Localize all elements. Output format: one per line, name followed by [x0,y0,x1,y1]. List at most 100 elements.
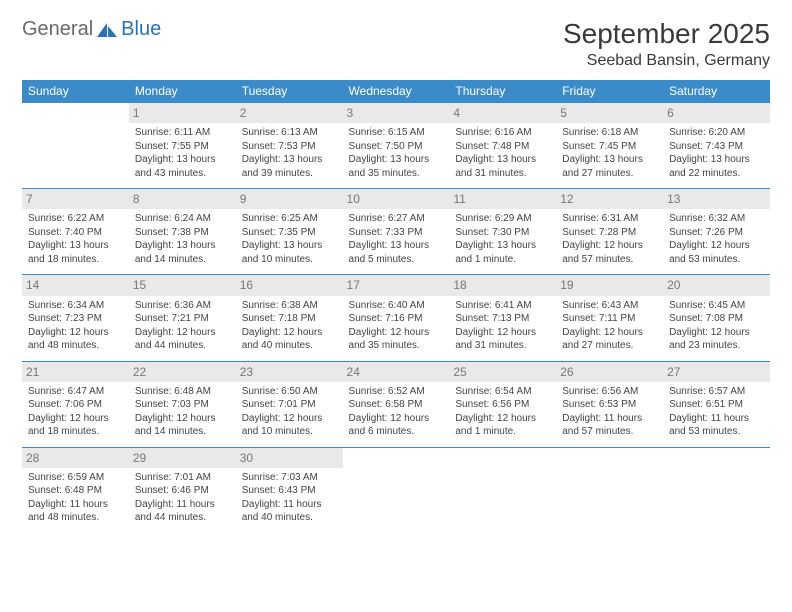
day-number: 19 [556,275,663,295]
calendar-day-cell: 10Sunrise: 6:27 AMSunset: 7:33 PMDayligh… [343,189,450,275]
header: General Blue September 2025 Seebad Bansi… [22,18,770,70]
calendar-week-row: 1Sunrise: 6:11 AMSunset: 7:55 PMDaylight… [22,103,770,189]
calendar-day-cell: 28Sunrise: 6:59 AMSunset: 6:48 PMDayligh… [22,447,129,533]
sunrise-text: Sunrise: 6:31 AM [562,212,657,226]
sunrise-text: Sunrise: 6:59 AM [28,471,123,485]
weekday-header: Friday [556,80,663,103]
sunrise-text: Sunrise: 6:22 AM [28,212,123,226]
daylight-text: Daylight: 12 hours and 44 minutes. [135,326,230,353]
calendar-day-cell: 21Sunrise: 6:47 AMSunset: 7:06 PMDayligh… [22,361,129,447]
calendar-day-cell: 1Sunrise: 6:11 AMSunset: 7:55 PMDaylight… [129,103,236,189]
sunset-text: Sunset: 7:45 PM [562,140,657,154]
calendar-day-cell: 14Sunrise: 6:34 AMSunset: 7:23 PMDayligh… [22,275,129,361]
day-number: 12 [556,189,663,209]
daylight-text: Daylight: 13 hours and 43 minutes. [135,153,230,180]
calendar-day-cell: 15Sunrise: 6:36 AMSunset: 7:21 PMDayligh… [129,275,236,361]
sunset-text: Sunset: 7:11 PM [562,312,657,326]
daylight-text: Daylight: 13 hours and 10 minutes. [242,239,337,266]
sunset-text: Sunset: 6:48 PM [28,484,123,498]
daylight-text: Daylight: 12 hours and 31 minutes. [455,326,550,353]
day-number: 15 [129,275,236,295]
sunrise-text: Sunrise: 6:47 AM [28,385,123,399]
calendar-week-row: 7Sunrise: 6:22 AMSunset: 7:40 PMDaylight… [22,189,770,275]
logo-sail-icon [95,21,119,39]
sunrise-text: Sunrise: 6:57 AM [669,385,764,399]
daylight-text: Daylight: 12 hours and 10 minutes. [242,412,337,439]
sunset-text: Sunset: 7:23 PM [28,312,123,326]
weekday-header: Tuesday [236,80,343,103]
day-number: 3 [343,103,450,123]
sunrise-text: Sunrise: 6:11 AM [135,126,230,140]
sunset-text: Sunset: 6:46 PM [135,484,230,498]
day-number: 25 [449,362,556,382]
sunset-text: Sunset: 7:18 PM [242,312,337,326]
sunset-text: Sunset: 7:16 PM [349,312,444,326]
calendar-day-cell: 7 Sunrise: 6:22 AMSunset: 7:40 PMDaylight… [22,189,129,275]
daylight-text: Daylight: 11 hours and 44 minutes. [135,498,230,525]
day-number: 2 [236,103,343,123]
sunrise-text: Sunrise: 6:45 AM [669,299,764,313]
daylight-text: Daylight: 12 hours and 57 minutes. [562,239,657,266]
calendar-day-cell: 4Sunrise: 6:16 AMSunset: 7:48 PMDaylight… [449,103,556,189]
sunrise-text: Sunrise: 6:32 AM [669,212,764,226]
sunrise-text: Sunrise: 7:01 AM [135,471,230,485]
sunset-text: Sunset: 7:30 PM [455,226,550,240]
sunset-text: Sunset: 6:43 PM [242,484,337,498]
title-block: September 2025 Seebad Bansin, Germany [563,18,770,70]
weekday-header: Monday [129,80,236,103]
day-number: 8 [129,189,236,209]
daylight-text: Daylight: 11 hours and 57 minutes. [562,412,657,439]
calendar-day-cell: 2Sunrise: 6:13 AMSunset: 7:53 PMDaylight… [236,103,343,189]
daylight-text: Daylight: 12 hours and 23 minutes. [669,326,764,353]
sunset-text: Sunset: 7:08 PM [669,312,764,326]
weekday-header: Wednesday [343,80,450,103]
calendar-day-cell: 6Sunrise: 6:20 AMSunset: 7:43 PMDaylight… [663,103,770,189]
daylight-text: Daylight: 12 hours and 1 minute. [455,412,550,439]
sunset-text: Sunset: 7:28 PM [562,226,657,240]
day-number: 24 [343,362,450,382]
sunrise-text: Sunrise: 6:34 AM [28,299,123,313]
day-number: 16 [236,275,343,295]
daylight-text: Daylight: 13 hours and 22 minutes. [669,153,764,180]
sunset-text: Sunset: 7:26 PM [669,226,764,240]
day-number: 22 [129,362,236,382]
daylight-text: Daylight: 13 hours and 18 minutes. [28,239,123,266]
calendar-day-cell: 27Sunrise: 6:57 AMSunset: 6:51 PMDayligh… [663,361,770,447]
sunset-text: Sunset: 7:40 PM [28,226,123,240]
daylight-text: Daylight: 11 hours and 40 minutes. [242,498,337,525]
calendar-day-cell [22,103,129,189]
day-number: 28 [22,448,129,468]
day-number: 10 [343,189,450,209]
sunrise-text: Sunrise: 7:03 AM [242,471,337,485]
calendar-day-cell [556,447,663,533]
calendar-day-cell: 18Sunrise: 6:41 AMSunset: 7:13 PMDayligh… [449,275,556,361]
sunset-text: Sunset: 6:56 PM [455,398,550,412]
calendar-day-cell: 17Sunrise: 6:40 AMSunset: 7:16 PMDayligh… [343,275,450,361]
sunrise-text: Sunrise: 6:56 AM [562,385,657,399]
day-number: 7 [22,189,129,209]
calendar-day-cell [343,447,450,533]
sunrise-text: Sunrise: 6:25 AM [242,212,337,226]
sunset-text: Sunset: 7:06 PM [28,398,123,412]
weekday-header: Saturday [663,80,770,103]
calendar-week-row: 14Sunrise: 6:34 AMSunset: 7:23 PMDayligh… [22,275,770,361]
sunrise-text: Sunrise: 6:16 AM [455,126,550,140]
calendar-day-cell: 8Sunrise: 6:24 AMSunset: 7:38 PMDaylight… [129,189,236,275]
sunset-text: Sunset: 7:50 PM [349,140,444,154]
daylight-text: Daylight: 12 hours and 6 minutes. [349,412,444,439]
calendar-day-cell: 22Sunrise: 6:48 AMSunset: 7:03 PMDayligh… [129,361,236,447]
day-number: 21 [22,362,129,382]
daylight-text: Daylight: 12 hours and 35 minutes. [349,326,444,353]
sunrise-text: Sunrise: 6:38 AM [242,299,337,313]
location: Seebad Bansin, Germany [563,52,770,70]
calendar-day-cell: 19Sunrise: 6:43 AMSunset: 7:11 PMDayligh… [556,275,663,361]
sunrise-text: Sunrise: 6:36 AM [135,299,230,313]
day-number: 20 [663,275,770,295]
calendar-day-cell: 30Sunrise: 7:03 AMSunset: 6:43 PMDayligh… [236,447,343,533]
sunrise-text: Sunrise: 6:43 AM [562,299,657,313]
sunset-text: Sunset: 7:33 PM [349,226,444,240]
sunset-text: Sunset: 7:53 PM [242,140,337,154]
daylight-text: Daylight: 12 hours and 40 minutes. [242,326,337,353]
day-number: 6 [663,103,770,123]
weekday-header: Thursday [449,80,556,103]
